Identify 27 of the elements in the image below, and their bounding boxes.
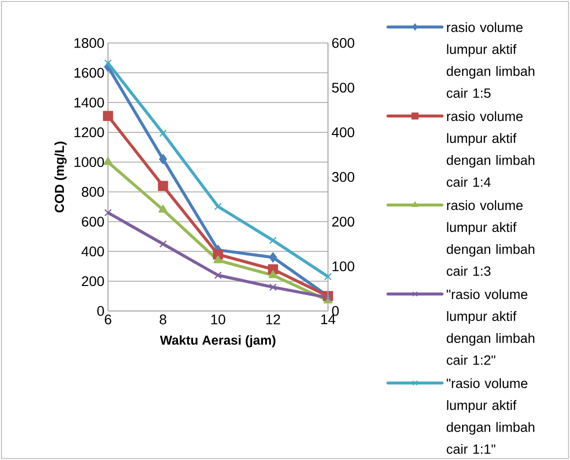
y-tick-label: 200	[82, 276, 104, 286]
x-axis-title: Waktu Aerasi (jam)	[160, 335, 276, 348]
y-tick-label: 1600	[74, 68, 104, 78]
x-tick-label: 12	[266, 314, 280, 324]
legend-label: "rasio volume lumpur aktif dengan limbah cair 1:1"	[446, 378, 534, 454]
y-tick-label: 800	[82, 186, 104, 197]
y-tick-label: 400	[82, 246, 104, 256]
y-tick-label: 1400	[74, 98, 104, 108]
y2-tick-label: 0	[332, 306, 339, 316]
y2-tick-label: 300	[332, 172, 354, 182]
y2-tick-label: 200	[332, 216, 354, 227]
y2-tick-label: 500	[332, 82, 354, 93]
y2-tick-label: 100	[332, 261, 354, 272]
x-tick-label: 14	[321, 314, 336, 324]
y-tick-label: 600	[82, 216, 104, 227]
y-tick-label: 1800	[74, 38, 104, 48]
y-tick-label: 1200	[74, 127, 104, 138]
y-tick-label: 1000	[74, 157, 104, 168]
y-axis-title: COD (mg/L)	[54, 142, 67, 212]
legend-label: rasio volume lumpur aktif dengan limbah cair 1:3	[446, 200, 534, 276]
x-tick-label: 8	[160, 314, 166, 324]
x-tick-label: 10	[211, 314, 226, 324]
legend-label: "rasio volume lumpur aktif dengan limbah cair 1:2"	[446, 289, 534, 365]
y2-tick-label: 600	[332, 38, 354, 48]
y2-tick-label: 400	[332, 127, 354, 138]
x-tick-label: 6	[104, 314, 112, 324]
y-tick-label: 0	[97, 306, 104, 316]
